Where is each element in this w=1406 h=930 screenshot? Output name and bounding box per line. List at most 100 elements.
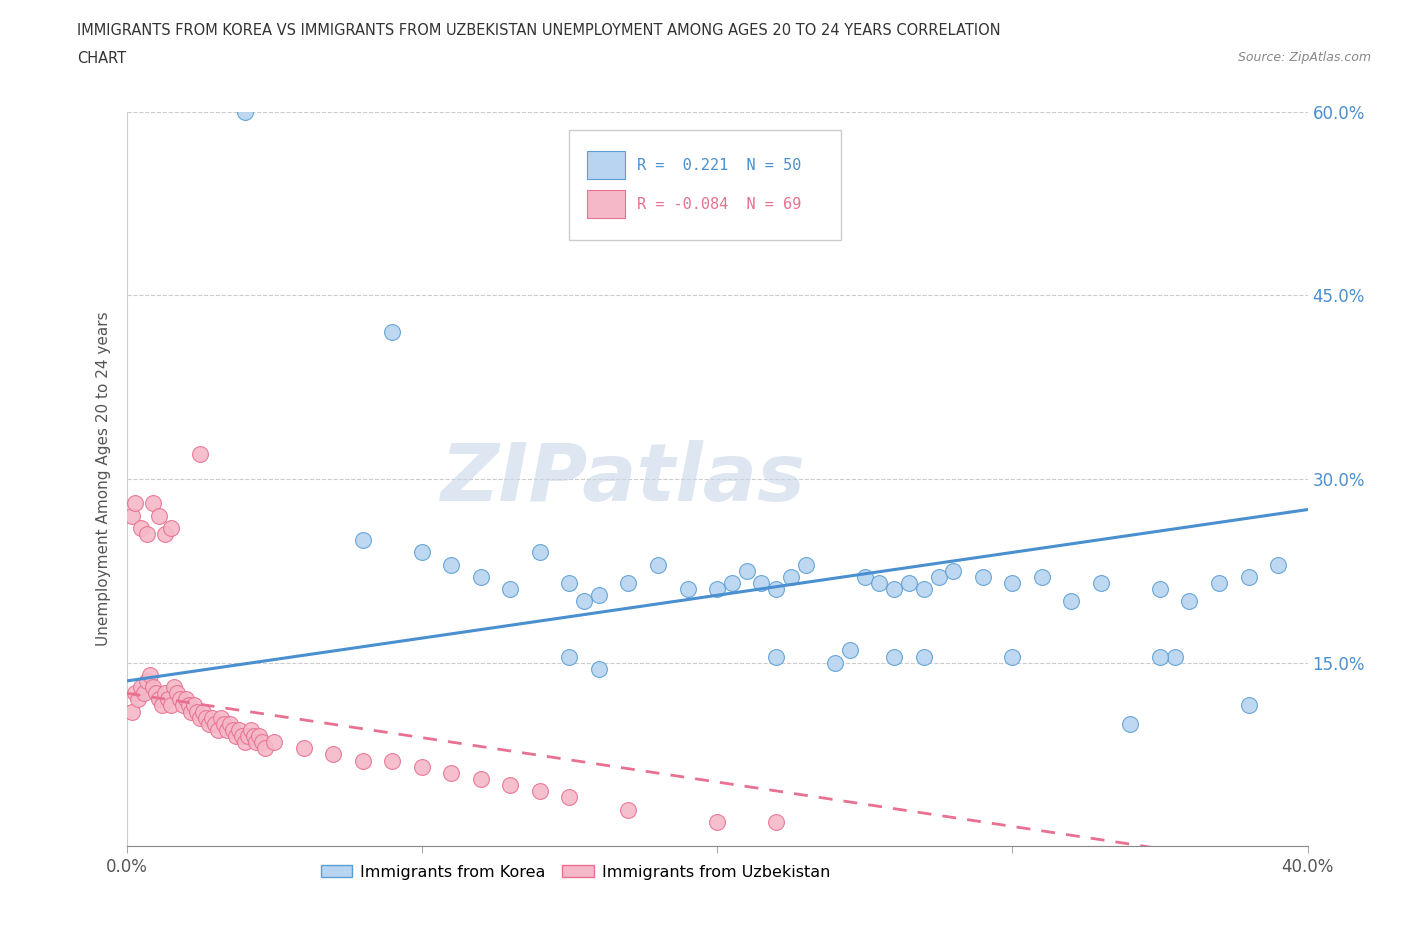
Point [794, 557, 817, 572]
Point [352, 753, 374, 768]
Point [765, 649, 787, 664]
Point [898, 576, 921, 591]
Point [201, 711, 224, 725]
Point [166, 685, 188, 700]
Point [1164, 649, 1187, 664]
Point [1237, 698, 1260, 713]
Point [529, 784, 551, 799]
Point [838, 643, 860, 658]
Text: IMMIGRANTS FROM KOREA VS IMMIGRANTS FROM UZBEKISTAN UNEMPLOYMENT AMONG AGES 20 T: IMMIGRANTS FROM KOREA VS IMMIGRANTS FROM… [77, 23, 1001, 38]
Point [869, 576, 891, 591]
Point [529, 545, 551, 560]
Point [883, 649, 905, 664]
Point [1237, 569, 1260, 584]
Point [411, 545, 433, 560]
Point [972, 569, 994, 584]
Point [1149, 649, 1171, 664]
Point [129, 680, 153, 695]
Point [617, 802, 640, 817]
Point [765, 815, 787, 830]
Point [209, 711, 232, 725]
Point [780, 569, 803, 584]
Point [1001, 576, 1024, 591]
Point [381, 753, 404, 768]
Point [720, 576, 742, 591]
Point [198, 716, 221, 731]
Point [1267, 557, 1289, 572]
Legend: Immigrants from Korea, Immigrants from Uzbekistan: Immigrants from Korea, Immigrants from U… [314, 858, 837, 886]
Point [153, 526, 176, 541]
Point [150, 698, 173, 713]
Point [440, 765, 463, 780]
Point [228, 723, 250, 737]
Point [242, 729, 264, 744]
Text: Source: ZipAtlas.com: Source: ZipAtlas.com [1237, 51, 1371, 64]
Point [188, 711, 212, 725]
Point [263, 735, 285, 750]
Point [249, 729, 271, 744]
Point [121, 704, 143, 719]
Point [127, 692, 149, 707]
Point [647, 557, 669, 572]
Y-axis label: Unemployment Among Ages 20 to 24 years: Unemployment Among Ages 20 to 24 years [96, 312, 111, 646]
Point [215, 723, 238, 737]
Point [853, 569, 876, 584]
Point [121, 508, 143, 523]
Point [1060, 594, 1083, 609]
Point [207, 723, 229, 737]
Point [183, 698, 205, 713]
Point [381, 325, 404, 339]
Point [174, 692, 197, 707]
Point [156, 692, 179, 707]
Point [233, 104, 256, 119]
Point [245, 735, 267, 750]
Point [470, 569, 492, 584]
Point [558, 790, 581, 804]
Point [145, 685, 167, 700]
Point [751, 576, 773, 591]
Point [225, 729, 247, 744]
Point [499, 777, 522, 792]
Point [124, 685, 146, 700]
Point [204, 716, 226, 731]
Point [411, 759, 433, 774]
Point [222, 723, 245, 737]
Point [148, 692, 170, 707]
Point [558, 649, 581, 664]
Point [153, 685, 176, 700]
Text: ZIPatlas: ZIPatlas [440, 440, 806, 518]
Point [499, 582, 522, 597]
Point [195, 711, 218, 725]
Point [129, 521, 153, 536]
Point [142, 680, 165, 695]
Point [188, 447, 212, 462]
Point [136, 673, 159, 688]
Point [1119, 716, 1142, 731]
Point [883, 582, 905, 597]
FancyBboxPatch shape [569, 130, 841, 240]
Point [239, 723, 262, 737]
Point [928, 569, 950, 584]
Point [588, 588, 610, 603]
Text: R = -0.084  N = 69: R = -0.084 N = 69 [637, 196, 801, 212]
Point [558, 576, 581, 591]
Point [912, 649, 935, 664]
Point [735, 564, 758, 578]
Point [160, 698, 183, 713]
Point [1208, 576, 1230, 591]
Point [172, 698, 194, 713]
Point [252, 735, 274, 750]
Point [1031, 569, 1053, 584]
Point [177, 698, 200, 713]
Point [160, 521, 183, 536]
Point [440, 557, 463, 572]
Point [292, 741, 315, 756]
Point [236, 729, 259, 744]
Point [942, 564, 965, 578]
Point [254, 741, 277, 756]
FancyBboxPatch shape [588, 191, 624, 219]
Point [124, 496, 146, 511]
Point [180, 704, 202, 719]
Point [824, 656, 846, 671]
Point [352, 533, 374, 548]
